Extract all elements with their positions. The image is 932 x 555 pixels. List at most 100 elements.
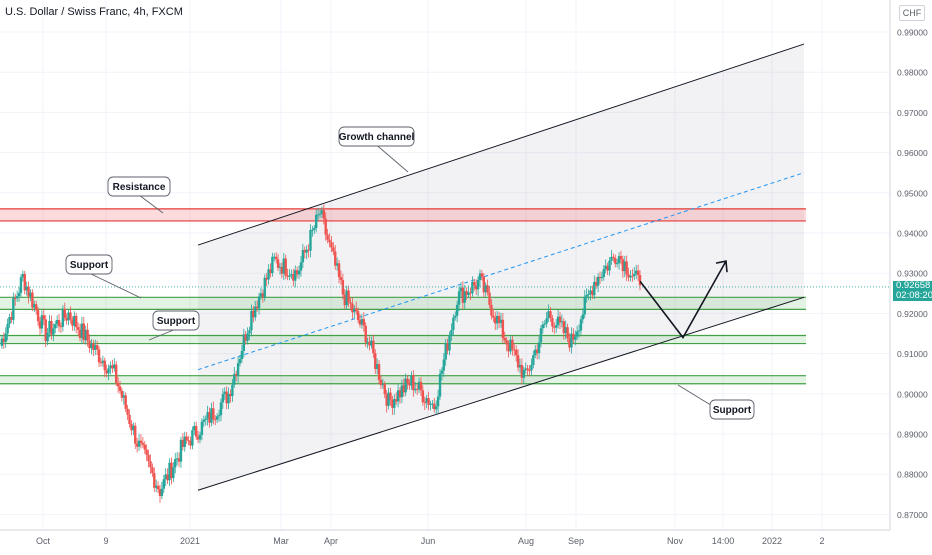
candle-body (516, 355, 520, 368)
candle-body (349, 302, 352, 304)
resistance-callout: Resistance (107, 176, 171, 214)
candle-body (187, 440, 190, 442)
candle-body (147, 454, 150, 462)
candle-body (503, 338, 506, 341)
candle-body (419, 381, 423, 391)
candle-body (158, 489, 162, 497)
candle-body (383, 384, 386, 395)
candle-body (153, 473, 156, 488)
candle-body (547, 311, 550, 319)
candle-body (345, 290, 348, 306)
candle-body (261, 293, 265, 298)
candle-body (423, 402, 426, 404)
candle-body (242, 334, 246, 351)
candle-body (518, 364, 522, 368)
candle-body (164, 474, 167, 480)
candle-body (271, 256, 274, 274)
candle-body (50, 320, 53, 335)
candle-body (524, 368, 527, 370)
candle-body (629, 275, 632, 278)
candle-body (76, 327, 80, 330)
candle-body (61, 308, 65, 327)
support-callout-1-pointer (88, 272, 142, 299)
candle-body (214, 419, 217, 421)
candle-body (183, 436, 186, 447)
candle-body (353, 308, 356, 313)
candle-body (482, 276, 486, 293)
y-tick-label: 0.91000 (897, 349, 928, 359)
candle-body (137, 440, 141, 447)
candle-body (396, 390, 400, 402)
candle-body (604, 265, 607, 270)
candle-body (507, 344, 510, 352)
candle-body (497, 315, 501, 324)
candle-body (368, 341, 371, 346)
candle-body (566, 327, 569, 339)
candle-body (362, 319, 366, 326)
candle-body (233, 373, 236, 385)
candle-body (473, 281, 476, 286)
candle-body (311, 229, 314, 231)
candle-body (36, 310, 40, 322)
candle-body (554, 325, 558, 328)
growth-channel-callout-pointer (376, 144, 409, 173)
candle-body (33, 304, 36, 308)
candle-body (339, 277, 343, 280)
candle-body (596, 276, 600, 286)
candle-body (259, 293, 263, 297)
bar-countdown: 02:08:20 (896, 290, 932, 301)
candle-body (490, 304, 493, 316)
candle-body (219, 402, 223, 416)
candle-body (15, 296, 19, 299)
candle-body (194, 426, 198, 437)
candle-body (575, 331, 579, 337)
candle-body (621, 259, 625, 272)
candle-body (318, 213, 322, 215)
x-tick-label: 2 (819, 536, 824, 546)
candle-body (537, 342, 541, 354)
candle-body (549, 311, 552, 319)
x-tick-label: Apr (324, 536, 338, 546)
y-tick-label: 0.88000 (897, 470, 928, 480)
candle-body (387, 392, 390, 406)
candle-body (587, 294, 590, 296)
candle-body (499, 319, 503, 324)
candle-body (111, 365, 114, 369)
candle-body (381, 384, 385, 386)
candle-body (113, 364, 116, 369)
candle-body (391, 399, 394, 408)
candle-body (63, 308, 66, 318)
candle-body (282, 258, 286, 274)
candle-body (210, 408, 213, 423)
candle-body (558, 316, 562, 323)
candle-body (434, 406, 438, 410)
channel-lower-line (197, 296, 805, 491)
candle-body (394, 399, 398, 402)
candle-body (356, 311, 360, 321)
candle-body (202, 419, 206, 422)
candle-body (408, 383, 411, 386)
candle-body (406, 378, 409, 384)
growth-channel-callout-box (338, 126, 415, 147)
candle-body (591, 290, 594, 296)
candle-body (120, 390, 124, 398)
candle-body (478, 273, 482, 281)
candle-body (454, 315, 457, 318)
candle-body (185, 436, 188, 441)
candle-body (118, 386, 122, 391)
candle-body (46, 332, 49, 342)
candle-body (417, 381, 421, 390)
y-tick-label: 0.87000 (897, 510, 928, 520)
currency-button[interactable]: CHF (899, 5, 925, 21)
candle-body (326, 234, 329, 240)
candle-body (568, 338, 571, 348)
candle-body (23, 274, 26, 291)
candle-body (134, 425, 137, 444)
candle-body (255, 306, 259, 309)
candle-body (492, 315, 495, 318)
candle-body (156, 485, 160, 490)
candle-body (379, 380, 383, 386)
candle-body (204, 418, 207, 420)
candle-body (208, 412, 211, 423)
